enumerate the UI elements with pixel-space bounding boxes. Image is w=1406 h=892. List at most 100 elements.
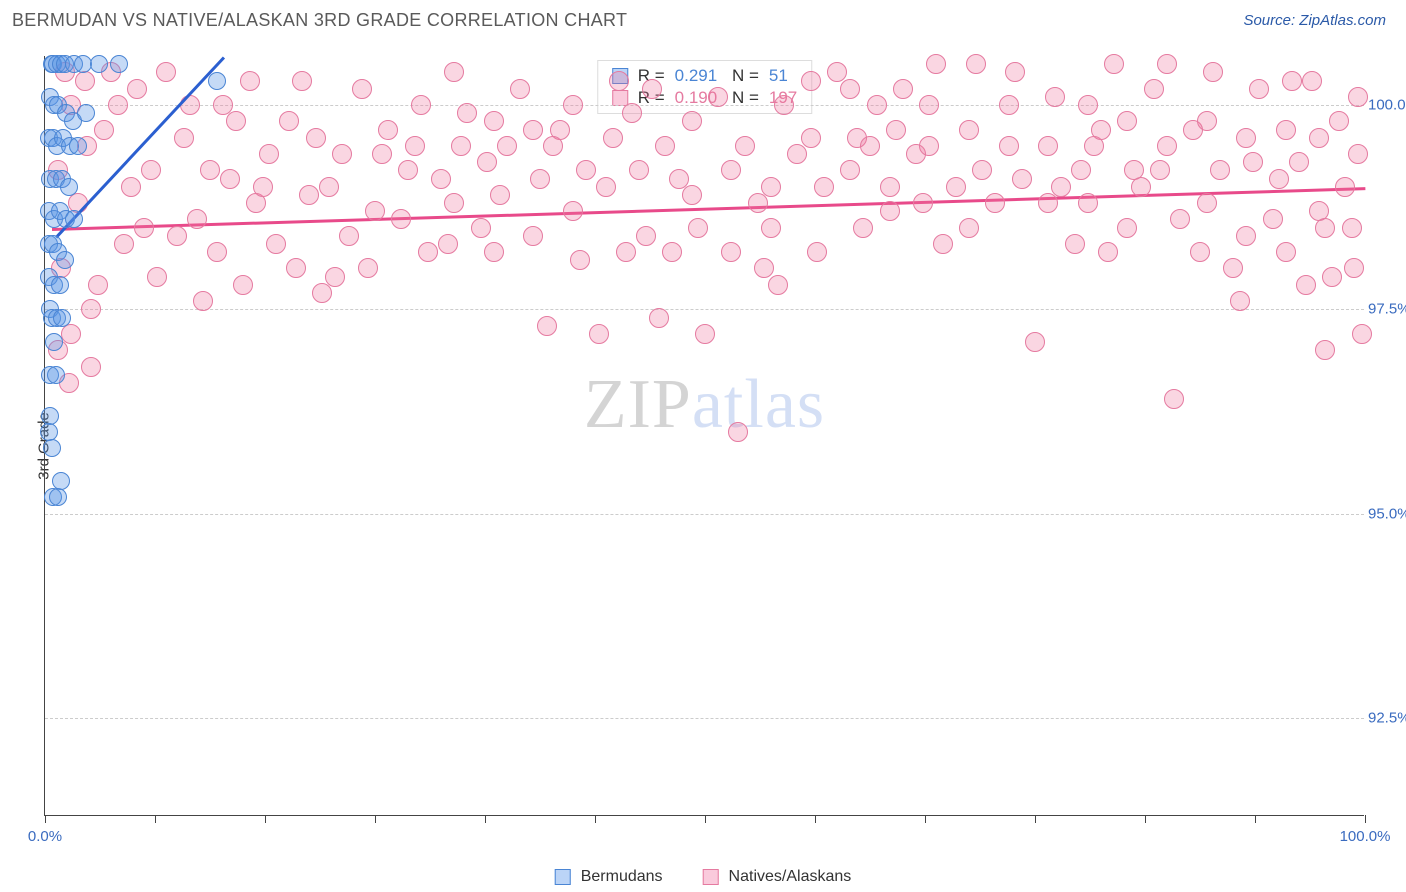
source-label: Source: ZipAtlas.com [1243,12,1386,29]
data-point [1329,111,1349,131]
data-point [1078,193,1098,213]
data-point [721,160,741,180]
data-point [622,103,642,123]
data-point [1164,389,1184,409]
x-tick [375,815,376,823]
x-tick [815,815,816,823]
data-point [167,226,187,246]
data-point [1038,193,1058,213]
data-point [629,160,649,180]
data-point [372,144,392,164]
data-point [1197,193,1217,213]
data-point [616,242,636,262]
x-tick-label: 0.0% [28,828,62,845]
data-point [589,324,609,344]
data-point [253,177,273,197]
data-point [880,201,900,221]
gridline [45,105,1364,106]
data-point [1170,209,1190,229]
data-point [1157,54,1177,74]
data-point [187,209,207,229]
data-point [325,267,345,287]
data-point [735,136,755,156]
x-tick [595,815,596,823]
data-point [220,169,240,189]
data-point [1012,169,1032,189]
data-point [65,210,83,228]
y-tick-label: 100.0% [1368,97,1406,114]
data-point [279,111,299,131]
data-point [1071,160,1091,180]
x-tick [1255,815,1256,823]
y-tick-label: 92.5% [1368,709,1406,726]
data-point [411,95,431,115]
data-point [444,193,464,213]
data-point [959,120,979,140]
data-point [405,136,425,156]
data-point [636,226,656,246]
data-point [1157,136,1177,156]
data-point [754,258,774,278]
scatter-chart: ZIPatlas R = 0.291 N = 51 R = 0.190 N = … [44,56,1364,816]
data-point [1078,95,1098,115]
data-point [1282,71,1302,91]
data-point [1197,111,1217,131]
y-tick-label: 95.0% [1368,505,1406,522]
data-point [1098,242,1118,262]
data-point [768,275,788,295]
x-tick [705,815,706,823]
data-point [1005,62,1025,82]
data-point [1038,136,1058,156]
data-point [1309,128,1329,148]
data-point [563,201,583,221]
data-point [490,185,510,205]
data-point [708,87,728,107]
data-point [919,95,939,115]
data-point [1065,234,1085,254]
data-point [147,267,167,287]
x-tick [155,815,156,823]
data-point [174,128,194,148]
x-tick [1145,815,1146,823]
data-point [880,177,900,197]
data-point [867,95,887,115]
data-point [972,160,992,180]
data-point [1236,128,1256,148]
data-point [1051,177,1071,197]
data-point [114,234,134,254]
data-point [576,160,596,180]
data-point [748,193,768,213]
data-point [1352,324,1372,344]
data-point [1025,332,1045,352]
data-point [1249,79,1269,99]
data-point [1117,111,1137,131]
data-point [840,160,860,180]
gridline [45,309,1364,310]
data-point [999,95,1019,115]
data-point [444,62,464,82]
data-point [240,71,260,91]
data-point [1348,144,1368,164]
data-point [603,128,623,148]
swatch-icon [555,869,571,885]
data-point [497,136,517,156]
data-point [88,275,108,295]
swatch-icon [612,90,628,106]
data-point [1150,160,1170,180]
data-point [207,242,227,262]
data-point [1203,62,1223,82]
data-point [1269,169,1289,189]
data-point [398,160,418,180]
data-point [999,136,1019,156]
data-point [358,258,378,278]
data-point [81,299,101,319]
data-point [40,423,58,441]
data-point [959,218,979,238]
data-point [1104,54,1124,74]
data-point [563,95,583,115]
data-point [537,316,557,336]
data-point [47,366,65,384]
x-tick [265,815,266,823]
data-point [1348,87,1368,107]
data-point [807,242,827,262]
